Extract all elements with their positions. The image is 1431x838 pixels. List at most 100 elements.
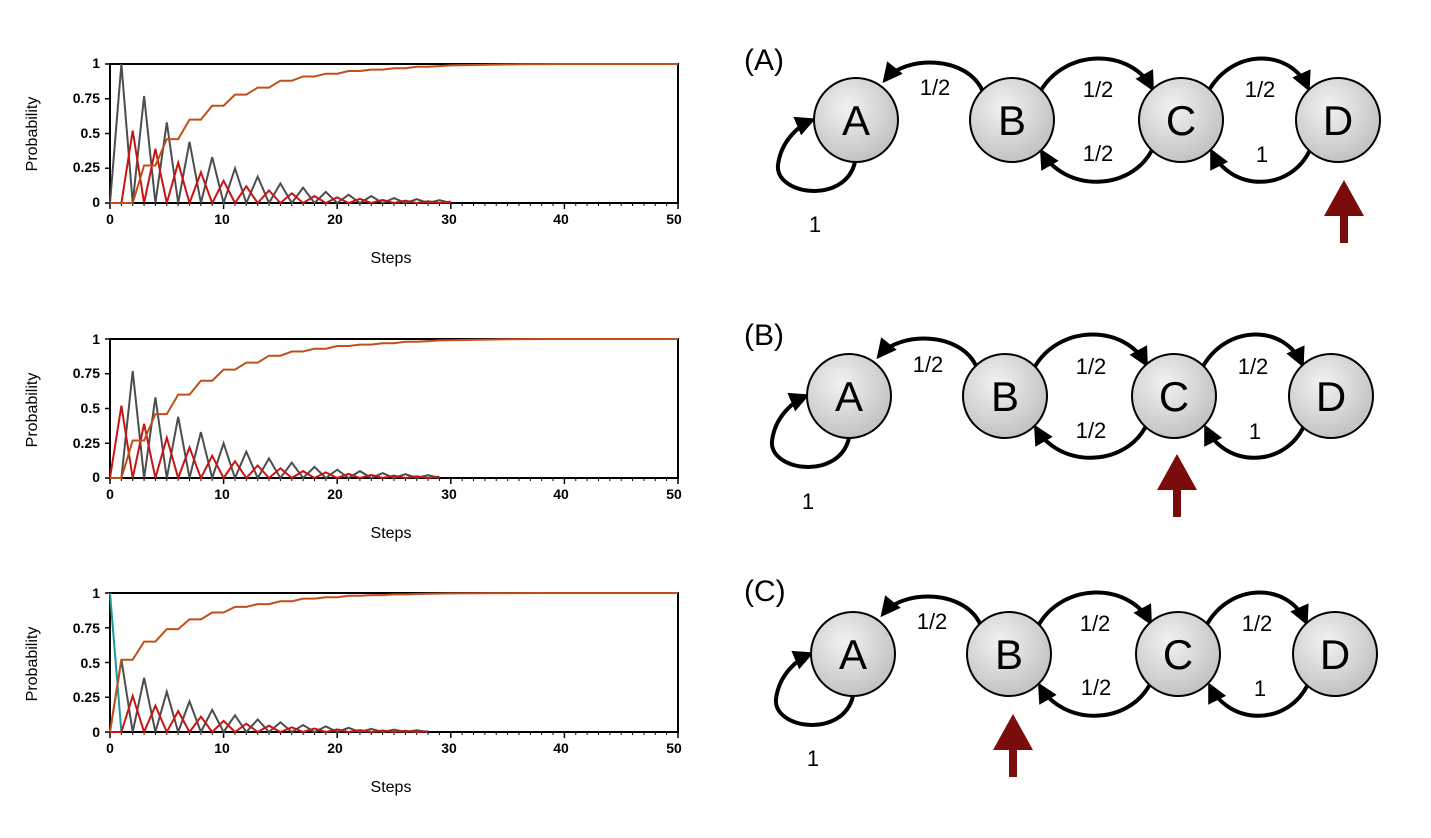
x-tick-label: 10 (214, 740, 230, 756)
node-a (813, 77, 899, 163)
node-label-d: D (1323, 97, 1353, 144)
x-tick-label: 30 (441, 211, 457, 227)
edge-c-to-d (1204, 590, 1309, 627)
x-tick-label: 40 (553, 211, 569, 227)
edge-b-to-c (1038, 56, 1154, 94)
node-d (1292, 611, 1378, 697)
y-tick-label: 1 (92, 585, 100, 601)
node-label-d: D (1316, 373, 1346, 420)
series-layer (109, 338, 678, 482)
series-line-absorbed (110, 338, 678, 479)
node-c (1138, 77, 1224, 163)
y-axis-label: Probability (24, 97, 41, 172)
x-tick-label: 50 (666, 740, 682, 756)
x-tick-label: 30 (441, 486, 457, 502)
x-tick-label: 50 (666, 486, 682, 502)
x-tick-label: 40 (553, 740, 569, 756)
edge-label-c-to-b: 1/2 (1083, 141, 1114, 166)
edge-b-to-a (876, 336, 979, 369)
chart-panel-1: 1 0.75 0.5 0.25 0 0 10 20 30 40 50 Steps… (24, 55, 682, 267)
self-loop-label: 1 (802, 489, 814, 514)
edge-d-to-c (1210, 148, 1312, 184)
x-tick-label: 20 (327, 211, 343, 227)
x-tick-label: 20 (327, 740, 343, 756)
chart-panel-3: 1 0.75 0.5 0.25 0 0 10 20 30 40 50 Steps… (24, 585, 682, 796)
self-loop-arrow (775, 116, 857, 193)
series-line-state-b (109, 659, 429, 736)
edge-label-b-to-a: 1/2 (913, 352, 944, 377)
node-label-b: B (995, 631, 1023, 678)
edge-label-b-to-a: 1/2 (917, 609, 948, 634)
edge-d-to-c (1204, 424, 1306, 460)
x-tick-label: 10 (214, 211, 230, 227)
edge-label-c-to-d: 1/2 (1242, 611, 1273, 636)
series-line-absorbed (109, 592, 678, 733)
y-tick-label: 0 (92, 194, 100, 210)
edge-b-to-c (1036, 590, 1152, 628)
node-b (969, 77, 1055, 163)
start-arrow-icon (993, 714, 1033, 777)
y-tick-label: 0.5 (81, 655, 101, 671)
node-d (1295, 77, 1381, 163)
series-line-state-d (109, 592, 123, 733)
edge-label-b-to-c: 1/2 (1083, 77, 1114, 102)
y-tick-label: 0.5 (81, 400, 101, 416)
edge-d-to-c (1208, 682, 1310, 718)
self-loop-label: 1 (809, 212, 821, 237)
edge-label-d-to-c: 1 (1249, 419, 1261, 444)
plot-area (109, 592, 679, 733)
edge-b-to-a (882, 60, 985, 93)
axis-ticks (105, 63, 679, 209)
series-line-state-c (109, 405, 440, 482)
self-loop-arrow (773, 650, 855, 727)
x-axis-label: Steps (371, 525, 412, 542)
edge-c-to-b (1040, 148, 1154, 184)
y-tick-label: 0.25 (73, 689, 100, 705)
edge-label-b-to-c: 1/2 (1076, 354, 1107, 379)
y-tick-label: 1 (92, 331, 100, 347)
axis-ticks (105, 592, 679, 738)
x-tick-label: 0 (106, 486, 114, 502)
node-c (1131, 353, 1217, 439)
node-label-c: C (1163, 631, 1193, 678)
node-label-c: C (1166, 97, 1196, 144)
edge-c-to-b (1034, 424, 1148, 460)
y-tick-label: 1 (92, 55, 100, 71)
edge-c-to-d (1206, 56, 1311, 93)
y-tick-label: 0.25 (73, 159, 100, 175)
state-diagram-c: (C) 1 1/2 1/2 1/2 1/2 1 A B C D (744, 575, 1378, 777)
start-arrow-icon (1324, 180, 1364, 243)
series-line-state-b (110, 370, 440, 482)
y-tick-label: 0 (92, 724, 100, 740)
series-line-state-c (110, 692, 429, 735)
x-tick-label: 20 (327, 486, 343, 502)
panel-label: (B) (744, 319, 784, 352)
x-tick-label: 40 (553, 486, 569, 502)
y-axis-label: Probability (24, 627, 41, 702)
edge-label-c-to-b: 1/2 (1076, 418, 1107, 443)
edge-label-b-to-c: 1/2 (1080, 611, 1111, 636)
y-axis-label: Probability (24, 373, 41, 448)
panel-label: (C) (744, 575, 786, 608)
node-b (966, 611, 1052, 697)
self-loop-label: 1 (807, 746, 819, 771)
x-tick-label: 0 (106, 211, 114, 227)
edge-c-to-d (1200, 332, 1305, 369)
x-axis-label: Steps (371, 250, 412, 267)
series-layer (109, 63, 678, 207)
x-tick-label: 50 (666, 211, 682, 227)
node-label-a: A (835, 373, 863, 420)
edge-label-d-to-c: 1 (1256, 142, 1268, 167)
y-tick-label: 0.75 (73, 365, 100, 381)
node-b (962, 353, 1048, 439)
x-tick-label: 10 (214, 486, 230, 502)
y-tick-label: 0.25 (73, 435, 100, 451)
x-tick-label: 30 (441, 740, 457, 756)
edge-label-c-to-d: 1/2 (1238, 354, 1269, 379)
series-line-state-b (109, 63, 452, 207)
self-loop-arrow (769, 392, 851, 469)
y-tick-label: 0.5 (81, 125, 101, 141)
panel-label: (A) (744, 44, 784, 77)
edge-c-to-b (1038, 682, 1152, 718)
